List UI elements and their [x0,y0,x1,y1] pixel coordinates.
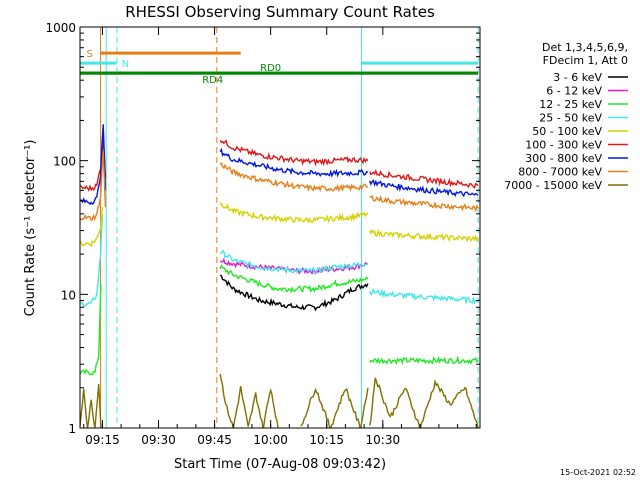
legend: Det 1,3,4,5,6,9,FDecim 1, Att 0 3 - 6 keV… [504,41,628,192]
series-7 [80,124,479,206]
series-5-segment-2 [219,202,369,224]
plot-frame [79,26,481,429]
x-axis-label: Start Time (07-Aug-08 09:03:42) [174,457,386,472]
series-3-segment-1 [80,283,102,376]
series-9-segment-2 [219,373,279,428]
x-tick-label-4: 10:00 [253,433,288,447]
flag-label-2: N [122,59,129,70]
x-tick-label-3: 09:45 [197,433,232,447]
legend-header-1: Det 1,3,4,5,6,9, [542,41,628,54]
series-8 [80,150,479,222]
series-8-segment-2 [219,161,369,193]
series-4-segment-3 [369,287,479,305]
legend-label-4: 25 - 50 keV [539,112,602,125]
series-9-segment-4 [369,377,479,428]
series-7-segment-2 [219,147,369,178]
y-tick-label-1: 1 [68,422,76,436]
y-tick-label-4: 1000 [45,21,76,35]
y-tick-label-3: 100 [53,155,76,169]
series-4 [80,213,479,308]
series-1-segment-1 [219,274,369,312]
series-3 [80,263,479,376]
legend-label-6: 100 - 300 keV [525,139,602,152]
series-8-segment-3 [369,194,479,213]
y-axis-label: Count Rate (s⁻¹ detector⁻¹) [23,140,38,317]
series-5-segment-3 [369,228,479,243]
legend-header-2: FDecim 1, Att 0 [543,54,628,67]
x-tick-label-6: 10:30 [366,433,401,447]
series-5 [80,202,479,248]
flag-label-5: RD4 [202,75,223,86]
x-tick-label-2: 09:30 [141,433,176,447]
series-lines [80,124,479,428]
legend-label-7: 300 - 800 keV [525,152,602,165]
series-4-segment-1 [80,213,104,308]
footer-date: 15-Oct-2021 02:52 [560,468,636,477]
series-5-segment-1 [80,206,104,248]
legend-label-5: 50 - 100 keV [532,125,602,138]
series-6-segment-3 [369,168,479,190]
series-8-segment-1 [80,150,107,222]
x-tick-label-5: 10:15 [309,433,344,447]
series-3-segment-2 [219,263,369,294]
y-tick-label-2: 10 [61,288,76,302]
flag-label-1: S [87,49,93,60]
series-6-segment-2 [219,139,369,167]
series-3-segment-3 [369,355,479,366]
series-9-segment-1 [80,383,102,428]
series-7-segment-1 [80,124,107,206]
axes: 09:15 09:30 09:45 10:00 10:15 10:30 1 10 100 1000 [45,21,480,447]
series-9 [80,373,479,428]
flag-bars: S N RD0 RD4 [80,49,479,86]
x-tick-label-1: 09:15 [85,433,120,447]
legend-label-8: 800 - 7000 keV [518,166,602,179]
legend-label-2: 6 - 12 keV [546,85,602,98]
series-1 [219,274,369,312]
flag-label-4: RD0 [260,63,281,74]
series-9-segment-3 [300,387,369,428]
legend-label-9: 7000 - 15000 keV [504,179,602,192]
series-4-segment-2 [219,249,369,275]
chart-title: RHESSI Observing Summary Count Rates [125,3,435,21]
legend-label-1: 3 - 6 keV [553,71,602,84]
legend-label-3: 12 - 25 keV [539,98,602,111]
series-7-segment-3 [369,179,479,198]
